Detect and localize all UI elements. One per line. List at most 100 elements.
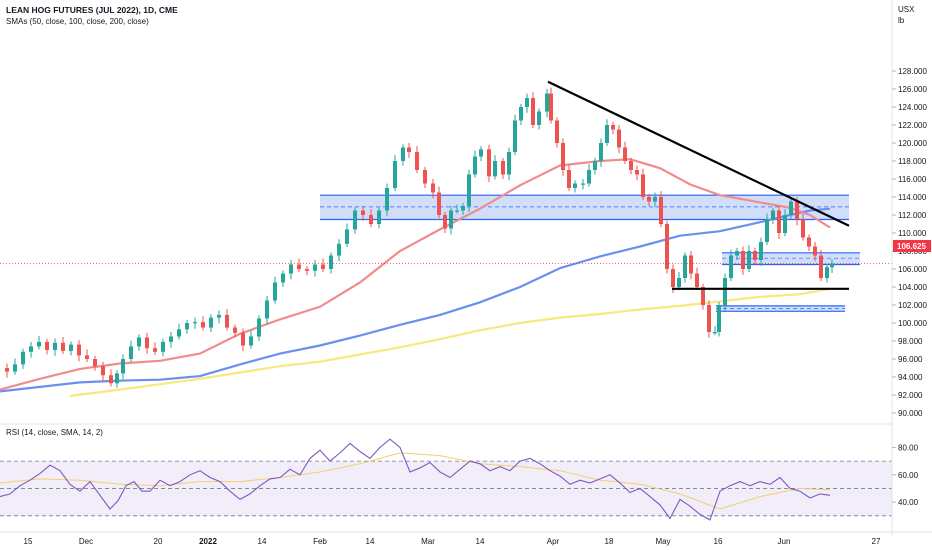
- candle-body[interactable]: [545, 93, 549, 112]
- candle-body[interactable]: [29, 346, 33, 352]
- sma200-line[interactable]: [69, 287, 831, 397]
- rsi-indicator-label[interactable]: RSI (14, close, SMA, 14, 2): [6, 428, 103, 437]
- candle-body[interactable]: [305, 269, 309, 271]
- candle-body[interactable]: [177, 329, 181, 337]
- descending-trendline[interactable]: [547, 80, 850, 227]
- candle-body[interactable]: [45, 341, 49, 350]
- candle-body[interactable]: [93, 359, 97, 367]
- candle-body[interactable]: [671, 269, 675, 287]
- candle-body[interactable]: [813, 246, 817, 256]
- candle-body[interactable]: [555, 120, 559, 144]
- candle-body[interactable]: [783, 215, 787, 233]
- candle-body[interactable]: [225, 314, 229, 328]
- candle-body[interactable]: [53, 342, 57, 350]
- price-axis[interactable]: 90.000 92.000 94.000 96.000 98.000 100.000 102…: [891, 0, 927, 535]
- candle-body[interactable]: [561, 143, 565, 170]
- candle-body[interactable]: [77, 344, 81, 356]
- candle-body[interactable]: [437, 192, 441, 216]
- candle-body[interactable]: [385, 188, 389, 211]
- rsi-line[interactable]: [0, 438, 831, 521]
- candle-body[interactable]: [487, 149, 491, 177]
- candle-body[interactable]: [623, 147, 627, 162]
- candle-body[interactable]: [185, 323, 189, 330]
- candle-body[interactable]: [265, 300, 269, 319]
- candle-body[interactable]: [321, 264, 325, 270]
- candle-body[interactable]: [647, 197, 651, 202]
- candle-body[interactable]: [665, 224, 669, 269]
- candle-body[interactable]: [85, 355, 89, 359]
- candle-body[interactable]: [513, 120, 517, 153]
- time-axis[interactable]: 15 Dec 20 2022 14 Feb 14 Mar 14 Apr 18 May 16 Jun 27: [0, 531, 932, 546]
- candle-body[interactable]: [683, 255, 687, 279]
- candle-body[interactable]: [377, 210, 381, 225]
- candle-body[interactable]: [765, 219, 769, 243]
- candle-body[interactable]: [801, 219, 805, 238]
- candle-body[interactable]: [129, 346, 133, 359]
- candle-body[interactable]: [519, 107, 523, 121]
- candle-body[interactable]: [241, 332, 245, 346]
- candle-body[interactable]: [617, 129, 621, 148]
- candle-body[interactable]: [729, 255, 733, 279]
- candle-body[interactable]: [449, 210, 453, 229]
- candle-body[interactable]: [109, 375, 113, 384]
- candle-body[interactable]: [531, 98, 535, 125]
- candle-body[interactable]: [573, 183, 577, 189]
- candle-body[interactable]: [21, 351, 25, 365]
- sr-zone[interactable]: [320, 195, 849, 220]
- candle-body[interactable]: [689, 255, 693, 274]
- candle-body[interactable]: [401, 147, 405, 162]
- candle-body[interactable]: [759, 242, 763, 260]
- candle-body[interactable]: [741, 251, 745, 269]
- candle-body[interactable]: [830, 263, 834, 268]
- candle-body[interactable]: [37, 341, 41, 347]
- candle-body[interactable]: [735, 251, 739, 256]
- candle-body[interactable]: [493, 161, 497, 177]
- candle-body[interactable]: [193, 322, 197, 324]
- candle-body[interactable]: [455, 210, 459, 212]
- candle-body[interactable]: [677, 278, 681, 287]
- candle-body[interactable]: [549, 93, 553, 121]
- candle-body[interactable]: [273, 282, 277, 301]
- candle-body[interactable]: [5, 368, 9, 372]
- candle-body[interactable]: [771, 210, 775, 220]
- candle-body[interactable]: [653, 197, 657, 202]
- candle-body[interactable]: [329, 255, 333, 270]
- candle-body[interactable]: [101, 366, 105, 376]
- price-pane[interactable]: [0, 80, 892, 425]
- sma100-line[interactable]: [0, 207, 831, 393]
- candle-body[interactable]: [369, 215, 373, 224]
- candle-body[interactable]: [443, 215, 447, 229]
- candle-body[interactable]: [707, 305, 711, 332]
- candle-body[interactable]: [479, 149, 483, 157]
- candle-body[interactable]: [431, 183, 435, 193]
- candle-body[interactable]: [825, 267, 829, 278]
- candle-body[interactable]: [641, 174, 645, 198]
- candle-body[interactable]: [257, 318, 261, 337]
- sma-indicator-label[interactable]: SMAs (50, close, 100, close, 200, close): [6, 17, 149, 26]
- candle-body[interactable]: [819, 255, 823, 279]
- sma50-line[interactable]: [0, 158, 831, 391]
- candle-body[interactable]: [217, 314, 221, 318]
- candle-body[interactable]: [701, 287, 705, 305]
- candle-body[interactable]: [789, 201, 793, 216]
- rsi-ma-line[interactable]: [0, 452, 831, 510]
- candle-body[interactable]: [289, 264, 293, 274]
- candle-body[interactable]: [249, 336, 253, 346]
- candle-body[interactable]: [201, 322, 205, 328]
- candle-body[interactable]: [507, 152, 511, 175]
- candle-body[interactable]: [13, 364, 17, 372]
- candle-body[interactable]: [415, 152, 419, 170]
- candle-body[interactable]: [723, 278, 727, 305]
- candle-body[interactable]: [795, 201, 799, 220]
- candle-body[interactable]: [137, 337, 141, 347]
- candle-body[interactable]: [467, 174, 471, 207]
- candle-body[interactable]: [587, 170, 591, 184]
- candle-body[interactable]: [581, 183, 585, 185]
- candle-body[interactable]: [713, 332, 717, 334]
- candle-body[interactable]: [161, 341, 165, 352]
- candle-body[interactable]: [61, 342, 65, 351]
- candle-body[interactable]: [747, 251, 751, 269]
- candle-body[interactable]: [423, 170, 427, 184]
- candle-body[interactable]: [313, 264, 317, 271]
- candle-body[interactable]: [461, 206, 465, 211]
